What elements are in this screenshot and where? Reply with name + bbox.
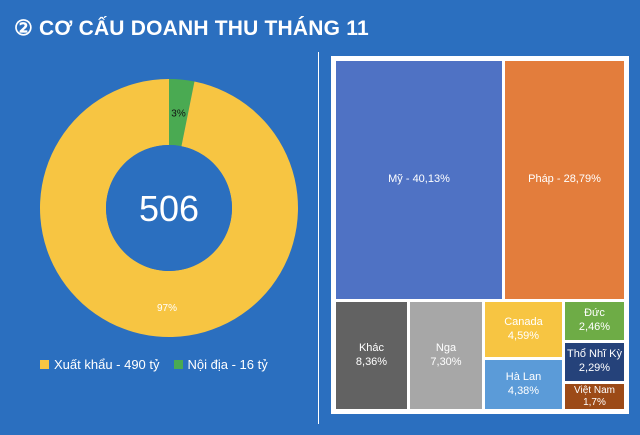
tile-canada: Canada 4,59% xyxy=(485,302,562,357)
donut-chart: 506 3% 97% xyxy=(39,79,298,338)
tile-phap-label: Pháp - 28,79% xyxy=(528,173,601,186)
tile-khac-name: Khác xyxy=(358,341,385,354)
donut-legend: Xuất khẩu - 490 tỷ Nội địa - 16 tỷ xyxy=(40,357,268,372)
donut-hole xyxy=(106,145,232,271)
legend-item-noi-dia: Nội địa - 16 tỷ xyxy=(173,357,268,372)
tile-viet-nam: Việt Nam 1,7% xyxy=(565,384,624,409)
tile-phap: Pháp - 28,79% xyxy=(505,61,624,299)
tile-ha-lan-value: 4,38% xyxy=(507,384,540,397)
donut-label-noi-dia: 3% xyxy=(171,108,186,119)
tile-nga-value: 7,30% xyxy=(430,355,462,368)
page-title: ② CƠ CẤU DOANH THU THÁNG 11 xyxy=(14,17,369,40)
tile-canada-name: Canada xyxy=(504,315,543,328)
legend-label-xuat-khau: Xuất khẩu - 490 tỷ xyxy=(54,357,160,372)
tile-duc: Đức 2,46% xyxy=(565,302,624,340)
tile-duc-name: Đức xyxy=(584,307,605,320)
tile-duc-value: 2,46% xyxy=(578,321,611,333)
legend-swatch-noi-dia xyxy=(173,360,183,369)
tile-viet-nam-value: 1,7% xyxy=(583,396,606,408)
tile-nga-name: Nga xyxy=(435,341,457,354)
tile-khac-value: 8,36% xyxy=(355,355,388,368)
donut-slice-xuat-khau xyxy=(39,79,298,338)
tile-ha-lan: Hà Lan 4,38% xyxy=(485,360,562,409)
legend-item-xuat-khau: Xuất khẩu - 490 tỷ xyxy=(40,357,160,372)
treemap-panel: Mỹ - 40,13% Pháp - 28,79% Khác 8,36% Nga… xyxy=(331,56,629,414)
donut-center-total: 506 xyxy=(139,188,199,229)
tile-tho-nhi-ky: Thổ Nhĩ Kỳ 2,29% xyxy=(565,343,624,381)
tile-my-label: Mỹ - 40,13% xyxy=(388,173,450,186)
donut-label-xuat-khau: 97% xyxy=(157,303,177,314)
tile-ha-lan-name: Hà Lan xyxy=(505,370,542,383)
legend-swatch-xuat-khau xyxy=(40,360,49,369)
tile-khac: Khác 8,36% xyxy=(336,302,407,409)
tile-canada-value: 4,59% xyxy=(507,329,540,342)
tile-my: Mỹ - 40,13% xyxy=(336,61,502,299)
tile-viet-nam-name: Việt Nam xyxy=(574,385,615,396)
legend-label-noi-dia: Nội địa - 16 tỷ xyxy=(187,357,268,372)
tile-nga: Nga 7,30% xyxy=(410,302,482,409)
tile-tho-nhi-ky-name: Thổ Nhĩ Kỳ xyxy=(566,348,623,361)
panel-divider xyxy=(318,52,319,424)
tile-tho-nhi-ky-value: 2,29% xyxy=(578,362,611,374)
donut-slice-noi-dia xyxy=(169,79,195,147)
